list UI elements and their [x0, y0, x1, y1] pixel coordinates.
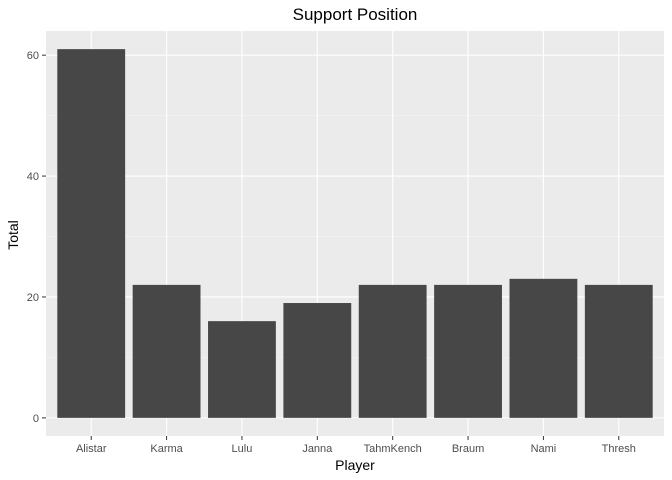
y-tick-label: 60: [27, 50, 39, 62]
y-axis-title: Total: [5, 220, 21, 250]
x-tick-label: TahmKench: [364, 443, 422, 455]
x-tick-label: Alistar: [76, 443, 107, 455]
bar-tahmkench: [358, 284, 427, 418]
y-tick-label: 40: [27, 171, 39, 183]
x-axis-title: Player: [335, 457, 375, 473]
x-tick-label: Janna: [302, 443, 333, 455]
x-tick-label: Lulu: [232, 443, 253, 455]
bars: [57, 49, 653, 418]
x-tick-label: Braum: [452, 443, 484, 455]
y-axis: 0 20 40 60: [27, 50, 46, 425]
x-tick-label: Thresh: [602, 443, 636, 455]
bar-karma: [132, 284, 201, 418]
y-tick-label: 0: [33, 413, 39, 425]
bar-nami: [509, 278, 578, 418]
bar-alistar: [57, 49, 126, 418]
y-tick-label: 20: [27, 292, 39, 304]
bar-janna: [283, 303, 352, 418]
x-tick-label: Karma: [150, 443, 183, 455]
bar-braum: [434, 284, 502, 418]
chart-title: Support Position: [293, 5, 418, 24]
bar-thresh: [584, 284, 653, 418]
x-axis: Alistar Karma Lulu Janna TahmKench Braum Nami T…: [76, 436, 636, 455]
bar-lulu: [208, 321, 276, 418]
x-tick-label: Nami: [531, 443, 557, 455]
